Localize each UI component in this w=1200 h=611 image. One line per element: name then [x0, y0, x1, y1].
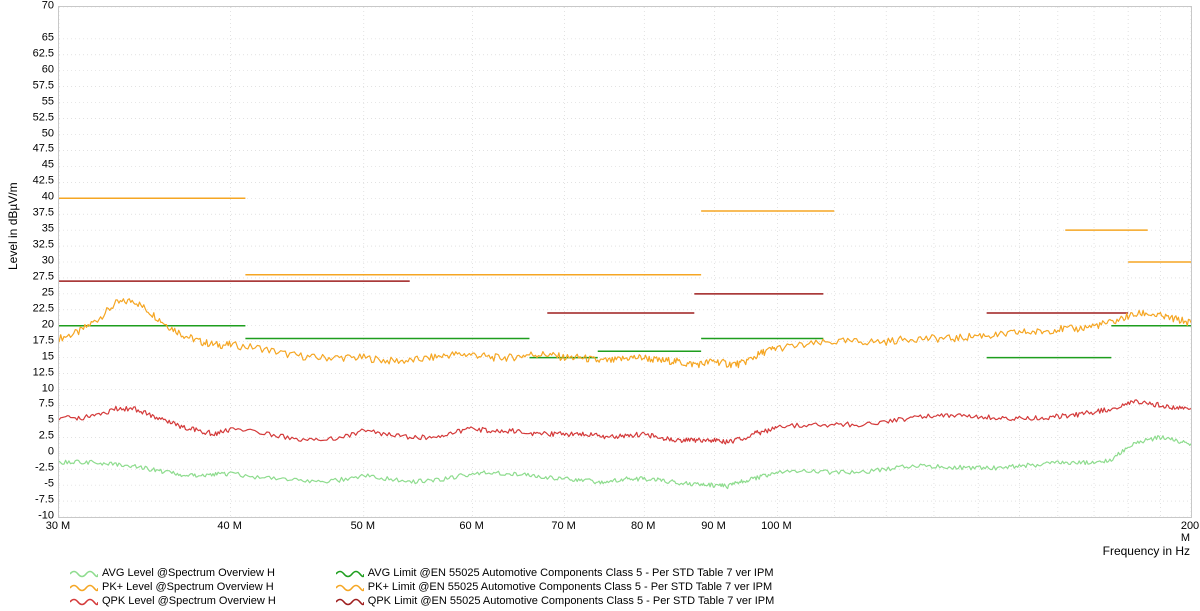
y-tick: 32.5: [4, 240, 54, 251]
x-ticks: 30 M40 M50 M60 M70 M80 M90 M100 M200 M: [58, 518, 1190, 534]
y-tick: 2.5: [4, 431, 54, 442]
legend-label: PK+ Level @Spectrum Overview H: [102, 581, 274, 593]
legend-column: AVG Level @Spectrum Overview H PK+ Level …: [70, 567, 276, 607]
legend-column: AVG Limit @EN 55025 Automotive Component…: [336, 567, 775, 607]
x-tick: 90 M: [701, 520, 725, 532]
legend-swatch-icon: [70, 596, 98, 606]
y-tick: 50: [4, 128, 54, 139]
legend-label: PK+ Limit @EN 55025 Automotive Component…: [368, 581, 772, 593]
y-tick: 10: [4, 383, 54, 394]
y-tick: -2.5: [4, 463, 54, 474]
y-tick: 57.5: [4, 80, 54, 91]
y-tick: 30: [4, 256, 54, 267]
y-tick: 35: [4, 224, 54, 235]
y-tick: 12.5: [4, 367, 54, 378]
y-tick: 25: [4, 287, 54, 298]
x-tick: 50 M: [351, 520, 375, 532]
plot-area: [58, 6, 1192, 518]
y-tick: 62.5: [4, 48, 54, 59]
y-ticks: -10-7.5-5-2.502.557.51012.51517.52022.52…: [0, 6, 56, 516]
y-tick: 47.5: [4, 144, 54, 155]
x-tick: 40 M: [217, 520, 241, 532]
y-tick: 65: [4, 32, 54, 43]
y-tick: 40: [4, 192, 54, 203]
x-axis-label: Frequency in Hz: [1103, 544, 1190, 558]
y-tick: 22.5: [4, 303, 54, 314]
legend-item: AVG Level @Spectrum Overview H: [70, 567, 276, 579]
y-tick: 70: [4, 1, 54, 12]
y-tick: 52.5: [4, 112, 54, 123]
y-tick: 37.5: [4, 208, 54, 219]
legend-label: AVG Level @Spectrum Overview H: [102, 567, 275, 579]
y-tick: -5: [4, 479, 54, 490]
y-tick: 55: [4, 96, 54, 107]
y-tick: -7.5: [4, 495, 54, 506]
x-tick: 200 M: [1181, 520, 1199, 544]
y-tick: 45: [4, 160, 54, 171]
y-tick: 5: [4, 415, 54, 426]
legend-label: AVG Limit @EN 55025 Automotive Component…: [368, 567, 774, 579]
emc-spectrum-chart: Level in dBµV/m Frequency in Hz -10-7.5-…: [0, 0, 1200, 611]
y-tick: 7.5: [4, 399, 54, 410]
legend: AVG Level @Spectrum Overview H PK+ Level …: [70, 567, 774, 607]
legend-swatch-icon: [70, 582, 98, 592]
y-tick: 17.5: [4, 335, 54, 346]
legend-swatch-icon: [70, 568, 98, 578]
legend-item: PK+ Level @Spectrum Overview H: [70, 581, 276, 593]
x-tick: 30 M: [46, 520, 70, 532]
x-tick: 70 M: [551, 520, 575, 532]
legend-item: PK+ Limit @EN 55025 Automotive Component…: [336, 581, 775, 593]
y-tick: 60: [4, 64, 54, 75]
legend-label: QPK Limit @EN 55025 Automotive Component…: [368, 595, 775, 607]
y-tick: 15: [4, 351, 54, 362]
legend-item: AVG Limit @EN 55025 Automotive Component…: [336, 567, 775, 579]
legend-swatch-icon: [336, 582, 364, 592]
legend-item: QPK Level @Spectrum Overview H: [70, 595, 276, 607]
y-tick: 42.5: [4, 176, 54, 187]
legend-swatch-icon: [336, 596, 364, 606]
x-tick: 100 M: [761, 520, 792, 532]
legend-item: QPK Limit @EN 55025 Automotive Component…: [336, 595, 775, 607]
y-tick: 0: [4, 447, 54, 458]
y-tick: 27.5: [4, 271, 54, 282]
legend-swatch-icon: [336, 568, 364, 578]
legend-label: QPK Level @Spectrum Overview H: [102, 595, 276, 607]
y-tick: 20: [4, 319, 54, 330]
x-tick: 60 M: [459, 520, 483, 532]
x-tick: 80 M: [631, 520, 655, 532]
